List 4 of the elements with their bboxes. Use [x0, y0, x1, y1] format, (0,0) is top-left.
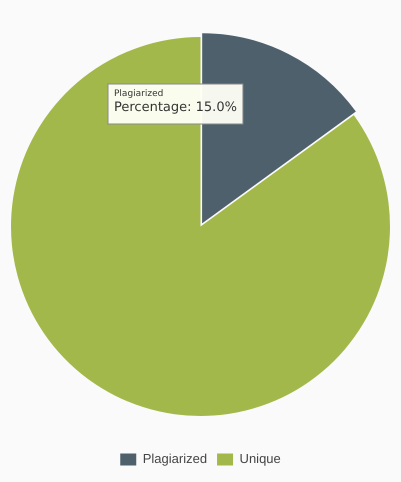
text: Plagiarized [114, 88, 164, 99]
legend-label: Plagiarized [142, 451, 208, 466]
text: Percentage: 15.0% [114, 100, 237, 115]
legend-label: Unique [240, 451, 281, 466]
